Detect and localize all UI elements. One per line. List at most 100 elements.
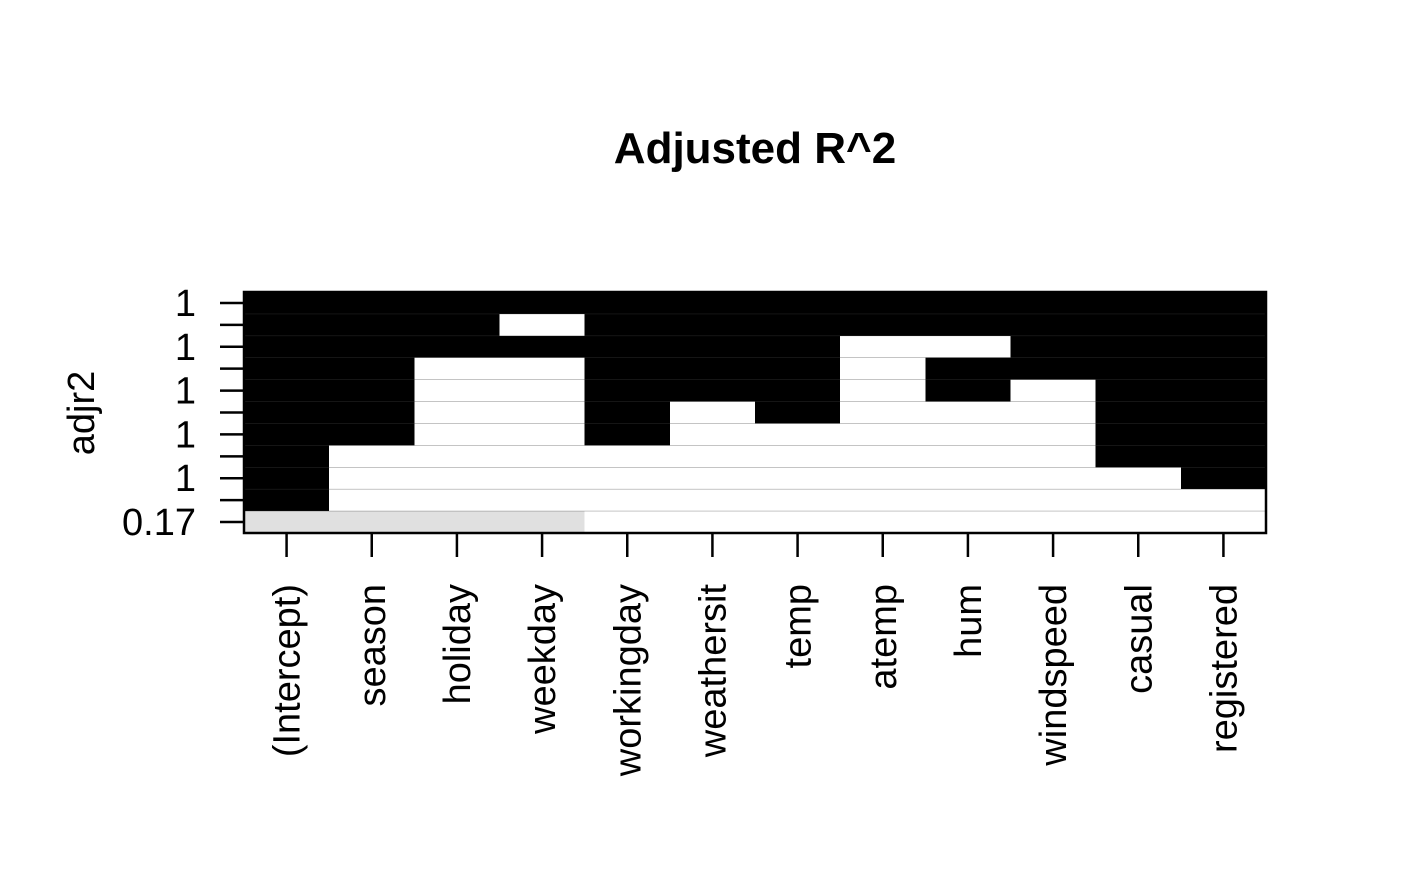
cell-r1-c8 <box>925 313 1012 337</box>
cell-r5-c1 <box>329 401 415 425</box>
cell-r4-c10 <box>1095 379 1182 403</box>
cell-r0-c11 <box>1180 292 1267 315</box>
cell-r4-c1 <box>329 379 415 403</box>
cell-r9-c11 <box>1180 489 1267 512</box>
cell-r8-c11 <box>1180 467 1267 490</box>
cell-r10-c10 <box>1095 511 1182 534</box>
cell-r5-c8 <box>925 401 1012 425</box>
cell-r8-c7 <box>840 467 926 490</box>
cell-r3-c0 <box>244 357 330 381</box>
cell-r1-c5 <box>669 313 756 337</box>
cell-r7-c10 <box>1095 445 1182 468</box>
y-tick-label: 1 <box>175 458 196 500</box>
cell-r10-c9 <box>1010 511 1097 534</box>
y-tick-label: 1 <box>175 371 196 413</box>
cell-r6-c2 <box>414 423 501 446</box>
cell-r5-c0 <box>244 401 330 425</box>
cell-r8-c8 <box>925 467 1012 490</box>
y-tick-label: 1 <box>175 414 196 456</box>
cell-r7-c8 <box>925 445 1012 468</box>
x-tick-label: holiday <box>437 584 479 704</box>
cell-r0-c8 <box>925 292 1012 315</box>
cell-r1-c7 <box>840 313 926 337</box>
cell-r8-c2 <box>414 467 501 490</box>
cell-r3-c4 <box>584 357 671 381</box>
cell-r3-c6 <box>755 357 841 381</box>
cell-r9-c2 <box>414 489 501 512</box>
cell-r2-c2 <box>414 335 501 359</box>
cell-r2-c11 <box>1180 335 1267 359</box>
cell-r3-c5 <box>669 357 756 381</box>
cell-r3-c9 <box>1010 357 1097 381</box>
x-tick-label: season <box>352 584 394 707</box>
cell-r1-c10 <box>1095 313 1182 337</box>
cell-r6-c0 <box>244 423 330 446</box>
x-tick-label: weathersit <box>692 584 734 759</box>
cell-r6-c9 <box>1010 423 1097 446</box>
cell-r10-c6 <box>755 511 841 534</box>
cell-r1-c9 <box>1010 313 1097 337</box>
cell-r3-c8 <box>925 357 1012 381</box>
cell-r7-c6 <box>755 445 841 468</box>
cell-r4-c0 <box>244 379 330 403</box>
cell-r2-c5 <box>669 335 756 359</box>
cell-r3-c11 <box>1180 357 1267 381</box>
cell-r1-c1 <box>329 313 415 337</box>
cell-r3-c10 <box>1095 357 1182 381</box>
cell-r8-c3 <box>499 467 586 490</box>
cell-r9-c3 <box>499 489 586 512</box>
cell-r7-c9 <box>1010 445 1097 468</box>
cell-r6-c10 <box>1095 423 1182 446</box>
cell-r0-c2 <box>414 292 501 315</box>
cell-r2-c9 <box>1010 335 1097 359</box>
cell-r5-c10 <box>1095 401 1182 425</box>
cell-r0-c10 <box>1095 292 1182 315</box>
cell-r6-c6 <box>755 423 841 446</box>
cell-r8-c6 <box>755 467 841 490</box>
y-axis-label: adjr2 <box>61 371 103 456</box>
x-tick-label: hum <box>948 584 990 658</box>
cell-r1-c3 <box>499 313 586 337</box>
cell-r5-c5 <box>669 401 756 425</box>
cell-r4-c8 <box>925 379 1012 403</box>
cell-r6-c8 <box>925 423 1012 446</box>
cell-r2-c7 <box>840 335 926 359</box>
cell-r0-c5 <box>669 292 756 315</box>
cell-r0-c4 <box>584 292 671 315</box>
x-tick-label: registered <box>1203 584 1245 753</box>
cell-r5-c2 <box>414 401 501 425</box>
cell-r2-c4 <box>584 335 671 359</box>
cell-r7-c2 <box>414 445 501 468</box>
y-tick-label: 1 <box>175 327 196 369</box>
cell-r0-c7 <box>840 292 926 315</box>
cell-r4-c5 <box>669 379 756 403</box>
cell-r4-c7 <box>840 379 926 403</box>
cell-r7-c0 <box>244 445 330 468</box>
cell-r0-c0 <box>244 292 330 315</box>
cell-r1-c6 <box>755 313 841 337</box>
cell-r6-c11 <box>1180 423 1267 446</box>
cell-r5-c3 <box>499 401 586 425</box>
x-tick-label: casual <box>1118 584 1160 694</box>
cell-r3-c3 <box>499 357 586 381</box>
cell-r3-c7 <box>840 357 926 381</box>
cell-r0-c9 <box>1010 292 1097 315</box>
y-tick-label: 0.17 <box>122 502 196 544</box>
cell-r4-c3 <box>499 379 586 403</box>
cell-r2-c8 <box>925 335 1012 359</box>
cell-r5-c9 <box>1010 401 1097 425</box>
cell-r9-c5 <box>669 489 756 512</box>
cell-r10-c4 <box>584 511 671 534</box>
cell-r10-c1 <box>329 511 415 534</box>
cell-r6-c1 <box>329 423 415 446</box>
cell-r2-c3 <box>499 335 586 359</box>
x-tick-label: windspeed <box>1033 584 1075 767</box>
y-tick-label: 1 <box>175 283 196 325</box>
cell-r6-c5 <box>669 423 756 446</box>
cell-r10-c11 <box>1180 511 1267 534</box>
cell-r9-c8 <box>925 489 1012 512</box>
cell-r8-c10 <box>1095 467 1182 490</box>
cell-r10-c3 <box>499 511 586 534</box>
